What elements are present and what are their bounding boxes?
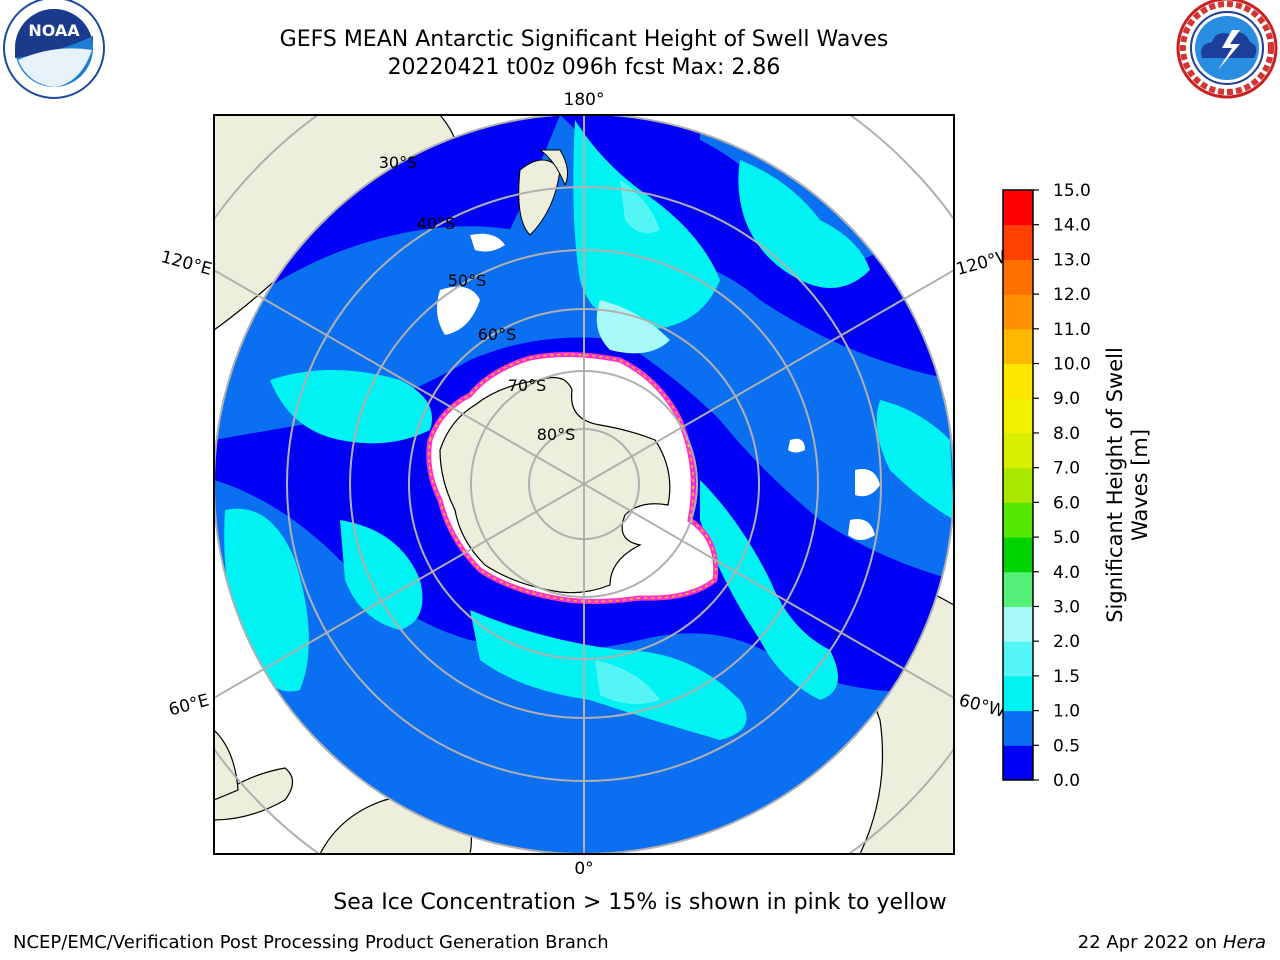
colorbar-swatch [1003,467,1033,503]
run-host: Hera [1222,932,1266,953]
colorbar-tick-label: 2.0 [1053,632,1080,652]
colorbar-title-line2: Waves [m] [1128,428,1152,542]
chart-title: GEFS MEAN Antarctic Significant Height o… [279,27,889,52]
colorbar-tick-label: 6.0 [1053,493,1080,513]
colorbar-tick-label: 0.5 [1053,736,1080,756]
colorbar-swatch [1003,259,1033,295]
lat-label-40s: 40°S [417,214,456,233]
lon-label-180: 180° [564,90,605,110]
run-date-text: 22 Apr 2022 on [1077,932,1223,953]
colorbar-swatch [1003,641,1033,677]
colorbar-tick-label: 5.0 [1053,528,1080,548]
map-panel: 180° 0° 120°E 60°E 120°W 60°W 30°S 40°S … [159,90,1016,879]
colorbar-swatch [1003,745,1033,781]
colorbar-tick-label: 1.5 [1053,667,1080,687]
colorbar-swatch [1003,224,1033,260]
graticule [214,115,954,854]
colorbar-swatch [1003,537,1033,573]
colorbar-tick-label: 1.0 [1053,702,1080,722]
colorbar-tick-label: 12.0 [1053,285,1091,305]
lon-label-60e: 60°E [167,691,212,721]
colorbar-swatch [1003,502,1033,538]
colorbar-frame [1002,189,1034,781]
sea-ice-note: Sea Ice Concentration > 15% is shown in … [333,890,947,915]
colorbar-swatch [1003,363,1033,399]
run-date: 22 Apr 2022 on Hera [1078,932,1266,953]
lon-label-120e: 120°E [159,247,214,280]
colorbar-swatch [1003,675,1033,712]
colorbar-tick-label: 9.0 [1053,389,1080,409]
noaa-logo: NOAA [3,0,105,99]
colorbar-tick-label: 15.0 [1053,181,1091,201]
nws-logo [1176,0,1278,99]
colorbar-tick-label: 13.0 [1053,250,1091,270]
colorbar-swatch [1003,328,1033,365]
lat-label-50s: 50°S [448,271,487,290]
colorbar-swatch [1003,710,1033,746]
colorbar-title-line1: Significant Height of Swell [1103,347,1127,623]
map-frame [213,114,955,855]
noaa-logo-text: NOAA [28,21,80,40]
lon-label-60w: 60°W [957,691,1008,723]
colorbar-swatch [1003,190,1033,226]
colorbar-tick-label: 0.0 [1053,771,1080,791]
lat-label-80s: 80°S [537,425,576,444]
lat-label-70s: 70°S [508,376,547,395]
colorbar-tick-label: 7.0 [1053,459,1080,479]
lat-label-30s: 30°S [379,153,418,172]
colorbar-swatch [1003,432,1033,469]
colorbar-swatch [1003,398,1033,434]
colorbar: 0.0 0.5 1.0 1.5 2.0 3.0 4.0 5.0 6.0 7.0 8.0 9.0 10.0… [1002,181,1091,791]
colorbar-title: Significant Height of Swell Waves [m] [1103,347,1153,623]
lat-label-60s: 60°S [478,325,517,344]
colorbar-swatch [1003,571,1033,607]
colorbar-tick-label: 3.0 [1053,597,1080,617]
colorbar-swatch [1003,606,1033,642]
colorbar-tick-label: 14.0 [1053,216,1091,236]
colorbar-tick-label: 11.0 [1053,320,1091,340]
colorbar-swatch [1003,294,1033,330]
colorbar-tick-label: 8.0 [1053,424,1080,444]
lon-label-0: 0° [574,859,593,879]
credit-line: NCEP/EMC/Verification Post Processing Pr… [13,932,609,953]
chart-subtitle: 20220421 t00z 096h fcst Max: 2.86 [387,55,781,80]
colorbar-tick-label: 4.0 [1053,563,1080,583]
colorbar-tick-label: 10.0 [1053,355,1091,375]
